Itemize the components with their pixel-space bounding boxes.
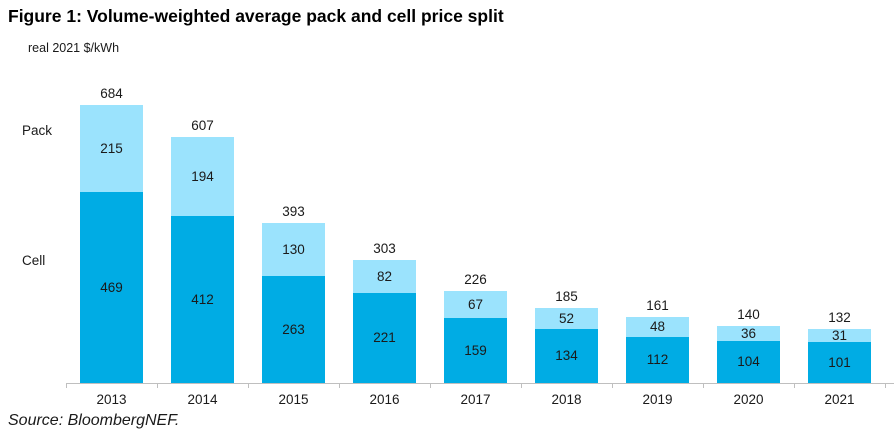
pack-value-label: 130 bbox=[282, 241, 305, 257]
cell-segment: 134 bbox=[535, 329, 598, 383]
total-value-label: 684 bbox=[100, 86, 123, 101]
total-value-label: 393 bbox=[282, 204, 305, 219]
pack-value-label: 67 bbox=[467, 296, 484, 312]
cell-value-label: 412 bbox=[191, 291, 214, 307]
bar-group: 684 215 469 2013 bbox=[66, 60, 157, 407]
total-value-label: 140 bbox=[737, 307, 760, 322]
cell-value-label: 104 bbox=[737, 354, 760, 370]
pack-segment: 215 bbox=[80, 105, 143, 192]
x-axis-line bbox=[66, 383, 894, 384]
pack-segment: 194 bbox=[171, 137, 234, 216]
pack-segment: 130 bbox=[262, 223, 325, 276]
figure-title: Figure 1: Volume-weighted average pack a… bbox=[8, 6, 504, 26]
x-axis-category-label: 2019 bbox=[642, 392, 673, 407]
cell-segment: 412 bbox=[171, 216, 234, 383]
legend-label-cell: Cell bbox=[22, 253, 46, 268]
source-note: Source: BloombergNEF. bbox=[8, 412, 180, 429]
pack-value-label: 36 bbox=[740, 325, 757, 341]
total-value-label: 607 bbox=[191, 118, 214, 133]
cell-value-label: 112 bbox=[646, 352, 669, 368]
axis-units-label: real 2021 $/kWh bbox=[28, 41, 120, 55]
pack-value-label: 48 bbox=[649, 319, 666, 335]
cell-segment: 104 bbox=[717, 341, 780, 383]
bar-group: 185 52 134 2018 bbox=[521, 60, 612, 407]
axis-tick bbox=[248, 383, 249, 388]
axis-tick bbox=[612, 383, 613, 388]
axis-tick bbox=[521, 383, 522, 388]
legend-label-pack: Pack bbox=[22, 123, 53, 138]
cell-segment: 112 bbox=[626, 337, 689, 383]
bar-group: 303 82 221 2016 bbox=[339, 60, 430, 407]
x-axis-category-label: 2016 bbox=[369, 392, 400, 407]
pack-segment: 48 bbox=[626, 317, 689, 337]
axis-tick bbox=[339, 383, 340, 388]
axis-tick bbox=[157, 383, 158, 388]
cell-value-label: 263 bbox=[282, 321, 305, 337]
cell-value-label: 159 bbox=[464, 342, 487, 358]
cell-value-label: 469 bbox=[100, 279, 123, 295]
total-value-label: 132 bbox=[828, 310, 851, 325]
pack-segment: 82 bbox=[353, 260, 416, 293]
pack-segment: 36 bbox=[717, 326, 780, 341]
pack-segment: 67 bbox=[444, 291, 507, 318]
axis-tick bbox=[430, 383, 431, 388]
cell-segment: 101 bbox=[808, 342, 871, 383]
axis-tick bbox=[66, 383, 67, 388]
cell-segment: 263 bbox=[262, 276, 325, 383]
cell-value-label: 221 bbox=[373, 330, 396, 346]
x-axis-category-label: 2018 bbox=[551, 392, 582, 407]
axis-tick bbox=[794, 383, 795, 388]
cell-value-label: 101 bbox=[828, 354, 851, 370]
bar-group: 226 67 159 2017 bbox=[430, 60, 521, 407]
total-value-label: 185 bbox=[555, 289, 578, 304]
bar-group: 140 36 104 2020 bbox=[703, 60, 794, 407]
pack-segment: 31 bbox=[808, 329, 871, 342]
x-axis-category-label: 2021 bbox=[824, 392, 855, 407]
plot-area: 684 215 469 2013 607 194 412 2014 393 130 263 2015 3… bbox=[66, 60, 894, 407]
cell-value-label: 134 bbox=[555, 348, 578, 364]
axis-tick bbox=[885, 383, 886, 388]
pack-value-label: 82 bbox=[376, 268, 393, 284]
bar-group: 607 194 412 2014 bbox=[157, 60, 248, 407]
x-axis-category-label: 2013 bbox=[96, 392, 127, 407]
x-axis-category-label: 2020 bbox=[733, 392, 764, 407]
x-axis-category-label: 2017 bbox=[460, 392, 491, 407]
total-value-label: 161 bbox=[646, 298, 669, 313]
x-axis-category-label: 2015 bbox=[278, 392, 309, 407]
bar-group: 132 31 101 2021 bbox=[794, 60, 885, 407]
pack-value-label: 215 bbox=[100, 140, 123, 156]
axis-tick bbox=[703, 383, 704, 388]
x-axis-category-label: 2014 bbox=[187, 392, 218, 407]
total-value-label: 226 bbox=[464, 272, 487, 287]
pack-value-label: 52 bbox=[558, 310, 575, 326]
pack-value-label: 194 bbox=[191, 168, 214, 184]
pack-value-label: 31 bbox=[831, 327, 848, 343]
bar-group: 393 130 263 2015 bbox=[248, 60, 339, 407]
bar-group: 161 48 112 2019 bbox=[612, 60, 703, 407]
cell-segment: 221 bbox=[353, 293, 416, 383]
cell-segment: 469 bbox=[80, 192, 143, 383]
pack-segment: 52 bbox=[535, 308, 598, 329]
cell-segment: 159 bbox=[444, 318, 507, 383]
total-value-label: 303 bbox=[373, 241, 396, 256]
